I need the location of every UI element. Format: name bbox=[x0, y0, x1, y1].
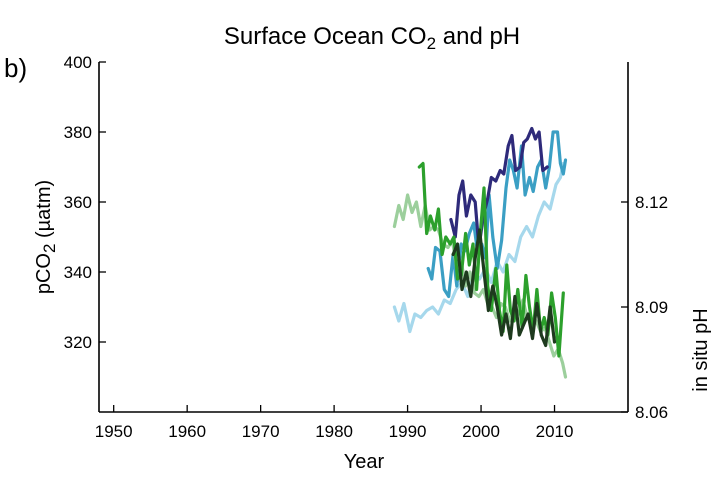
series-line-3 bbox=[449, 126, 549, 250]
x-tick-label: 1980 bbox=[315, 422, 353, 441]
left-y-axis-label-sub: 2 bbox=[40, 244, 59, 253]
left-y-axis-label: pCO2 (µatm) bbox=[33, 180, 59, 294]
series-line-1 bbox=[392, 161, 565, 334]
x-axis-label: Year bbox=[344, 451, 385, 473]
chart-title-base: Surface Ocean CO bbox=[224, 23, 427, 50]
left-y-axis-label-rest: (µatm) bbox=[33, 180, 55, 244]
chart-title: Surface Ocean CO2 and pH bbox=[224, 23, 520, 53]
x-tick-label: 2010 bbox=[536, 422, 574, 441]
right-y-tick-label: 8.12 bbox=[635, 193, 668, 212]
x-tick-label: 2000 bbox=[462, 422, 500, 441]
left-y-tick-label: 400 bbox=[64, 53, 92, 72]
chart-title-rest: and pH bbox=[436, 23, 520, 50]
series-line-2 bbox=[426, 130, 568, 299]
left-y-tick-label: 340 bbox=[64, 263, 92, 282]
panel-label: b) bbox=[4, 53, 27, 83]
x-tick-label: 1970 bbox=[242, 422, 280, 441]
left-y-axis-label-base: pCO bbox=[33, 253, 55, 294]
x-axis-ticks: 1950 1960 1970 1980 1990 2000 2010 bbox=[95, 405, 574, 441]
left-y-axis-ticks: 320 340 360 380 400 bbox=[64, 53, 106, 352]
left-y-tick-label: 320 bbox=[64, 333, 92, 352]
series-line-6 bbox=[451, 228, 557, 348]
left-y-tick-label: 380 bbox=[64, 123, 92, 142]
series-layer bbox=[392, 126, 568, 379]
x-tick-label: 1990 bbox=[389, 422, 427, 441]
x-tick-label: 1960 bbox=[168, 422, 206, 441]
right-y-tick-label: 8.06 bbox=[635, 403, 668, 422]
right-y-axis-label: in situ pH bbox=[690, 308, 712, 391]
series-line-4 bbox=[392, 193, 568, 379]
left-y-tick-label: 360 bbox=[64, 193, 92, 212]
right-y-tick-label: 8.09 bbox=[635, 298, 668, 317]
right-y-axis-ticks: 8.06 8.09 8.12 bbox=[621, 193, 668, 422]
chart-title-sub: 2 bbox=[427, 34, 436, 53]
x-tick-label: 1950 bbox=[95, 422, 133, 441]
